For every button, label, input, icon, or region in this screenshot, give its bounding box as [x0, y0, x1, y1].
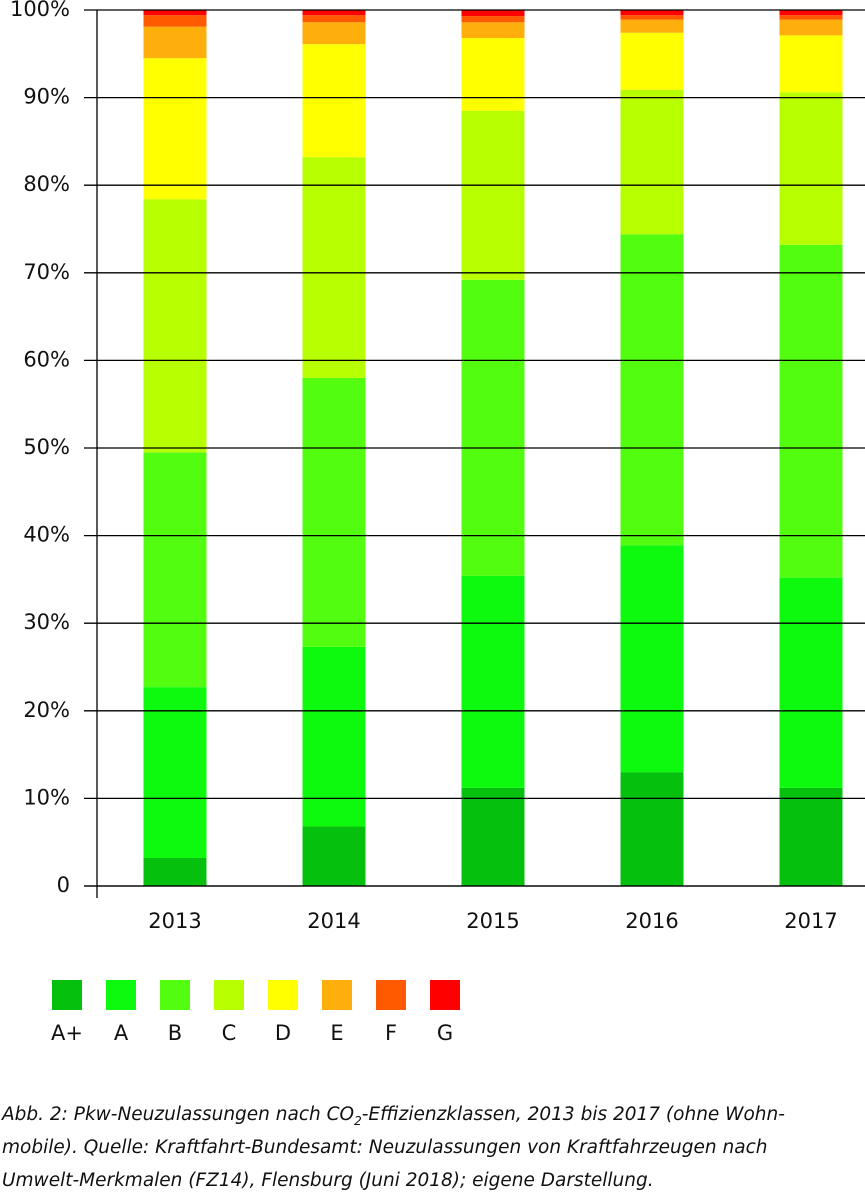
- y-tick-label: 40%: [23, 523, 70, 547]
- bar-segment: [302, 377, 366, 647]
- bar-segment: [779, 19, 843, 36]
- bar-segment: [143, 15, 207, 27]
- legend-label: C: [222, 1021, 237, 1045]
- bar-segment: [620, 89, 684, 235]
- bar-segment: [620, 19, 684, 33]
- legend-swatch: [106, 980, 136, 1010]
- bar-segment: [620, 32, 684, 90]
- x-tick-label: 2017: [784, 909, 837, 933]
- x-tick-label: 2014: [307, 909, 360, 933]
- y-tick-label: 30%: [23, 610, 70, 634]
- bar-segment: [302, 826, 366, 886]
- caption-line: Umwelt-Merkmalen (FZ14), Flensburg (Juni…: [2, 1170, 654, 1191]
- bar-segment: [779, 577, 843, 788]
- caption-line: Abb. 2: Pkw-Neuzulassungen nach CO2-Effi…: [1, 1104, 785, 1128]
- legend-label: G: [437, 1021, 453, 1045]
- bar-segment: [461, 38, 525, 111]
- bar-segment: [461, 787, 525, 886]
- legend-swatch: [214, 980, 244, 1010]
- y-tick-label: 50%: [23, 435, 70, 459]
- bar-segment: [143, 199, 207, 453]
- x-tick-label: 2015: [466, 909, 519, 933]
- y-tick-label: 60%: [23, 347, 70, 371]
- bar-segment: [143, 687, 207, 858]
- bar-segment: [143, 58, 207, 200]
- bar-segment: [302, 15, 366, 23]
- legend-label: F: [385, 1021, 397, 1045]
- bar-segment: [143, 857, 207, 886]
- bar-segment: [302, 10, 366, 16]
- bar-segment: [461, 279, 525, 576]
- bar-segment: [620, 15, 684, 20]
- legend-label: D: [275, 1021, 291, 1045]
- legend-swatch: [376, 980, 406, 1010]
- bar-segment: [461, 16, 525, 23]
- bar-segment: [779, 15, 843, 20]
- y-tick-label: 70%: [23, 260, 70, 284]
- bar-segment: [779, 92, 843, 245]
- caption-subscript: 2: [354, 1114, 362, 1128]
- y-tick-label: 0: [57, 873, 70, 897]
- x-tick-label: 2013: [148, 909, 201, 933]
- bar-segment: [620, 772, 684, 886]
- bar-segment: [779, 787, 843, 886]
- caption-line: mobile). Quelle: Kraftfahrt-Bundesamt: N…: [2, 1137, 767, 1158]
- bar-segment: [143, 452, 207, 688]
- bar-segment: [143, 10, 207, 16]
- legend-swatch: [160, 980, 190, 1010]
- bar-segment: [302, 646, 366, 827]
- legend-label: B: [168, 1021, 182, 1045]
- bar-segment: [620, 545, 684, 773]
- y-tick-label: 80%: [23, 172, 70, 196]
- legend-swatch: [430, 980, 460, 1010]
- bar-segment: [620, 234, 684, 546]
- bar-segment: [620, 10, 684, 16]
- bar-segment: [302, 157, 366, 378]
- bar-segment: [461, 575, 525, 788]
- legend-label: A+: [51, 1021, 83, 1045]
- bar-segment: [461, 22, 525, 39]
- bar-segment: [143, 26, 207, 59]
- legend-label: E: [330, 1021, 343, 1045]
- bar-segment: [779, 10, 843, 16]
- y-tick-label: 100%: [10, 0, 70, 21]
- caption-text: -Effizienzklassen, 2013 bis 2017 (ohne W…: [362, 1104, 785, 1125]
- x-tick-label: 2016: [625, 909, 678, 933]
- y-tick-label: 10%: [23, 785, 70, 809]
- bar-segment: [779, 244, 843, 578]
- legend-swatch: [268, 980, 298, 1010]
- bar-segment: [461, 10, 525, 17]
- legend-swatch: [322, 980, 352, 1010]
- y-tick-label: 90%: [23, 85, 70, 109]
- bar-segment: [461, 110, 525, 280]
- legend-label: A: [114, 1021, 129, 1045]
- caption-text: Abb. 2: Pkw-Neuzulassungen nach CO: [1, 1104, 354, 1125]
- bar-segment: [302, 44, 366, 158]
- bar-segment: [302, 22, 366, 45]
- legend-swatch: [52, 980, 82, 1010]
- y-tick-label: 20%: [23, 698, 70, 722]
- bar-segment: [779, 35, 843, 93]
